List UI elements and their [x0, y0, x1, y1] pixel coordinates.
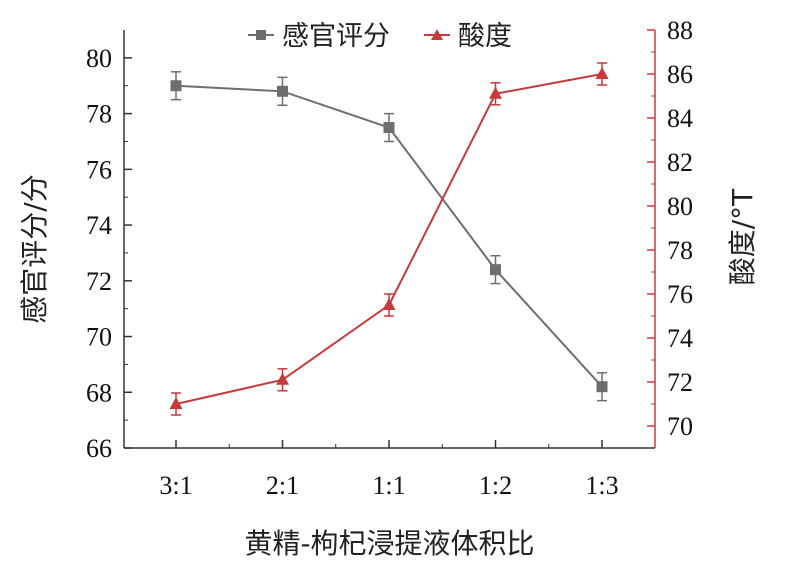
right-tick-label: 72	[667, 368, 693, 397]
chart-ticks: 66 68 70 72 74 76 78 80 70 72 74 76 78 80 82 84 86 88 3:1 2…	[86, 16, 693, 500]
left-axis-title: 感官评分/分	[18, 174, 51, 323]
legend-marker-triangle	[431, 29, 443, 40]
data-point-square	[277, 85, 288, 97]
right-tick-label: 82	[667, 148, 693, 177]
right-tick-label: 80	[667, 192, 693, 221]
data-point-triangle	[276, 372, 289, 385]
right-tick-label: 76	[667, 280, 693, 309]
data-point-square	[170, 80, 182, 92]
data-point-triangle	[382, 298, 396, 310]
left-tick-label: 68	[86, 378, 112, 407]
right-tick-label: 86	[667, 60, 693, 89]
chart-legend: 感官评分 酸度	[248, 21, 512, 52]
x-tick-label: 1:1	[372, 471, 405, 500]
data-point-triangle	[489, 86, 502, 99]
legend-marker-square	[256, 30, 266, 40]
left-tick-label: 80	[86, 44, 112, 73]
right-tick-label: 78	[667, 236, 693, 265]
right-tick-label: 88	[667, 16, 693, 45]
legend-label-2: 酸度	[458, 21, 512, 52]
left-tick-label: 72	[86, 267, 112, 296]
data-point-triangle	[169, 397, 183, 409]
x-tick-label: 2:1	[266, 471, 299, 500]
left-tick-label: 74	[86, 211, 112, 240]
chart-axes	[123, 30, 656, 449]
left-tick-label: 76	[86, 155, 112, 184]
right-tick-label: 70	[667, 412, 693, 441]
left-tick-label: 66	[86, 434, 112, 463]
left-tick-label: 70	[86, 323, 112, 352]
left-tick-label: 78	[86, 100, 112, 129]
chart-marks	[169, 62, 609, 416]
x-tick-label: 1:3	[585, 471, 618, 500]
x-tick-label: 1:2	[479, 471, 512, 500]
data-point-square	[596, 381, 608, 393]
data-point-square	[490, 264, 501, 276]
x-axis-title: 黄精-枸杞浸提液体积比	[244, 527, 534, 560]
right-tick-label: 74	[667, 324, 693, 353]
right-tick-label: 84	[667, 104, 693, 133]
data-point-triangle	[595, 67, 609, 79]
x-tick-label: 3:1	[159, 471, 192, 500]
legend-label-1: 感官评分	[282, 21, 390, 52]
data-point-square	[383, 122, 395, 134]
right-axis-title: 酸度/°T	[726, 188, 759, 285]
